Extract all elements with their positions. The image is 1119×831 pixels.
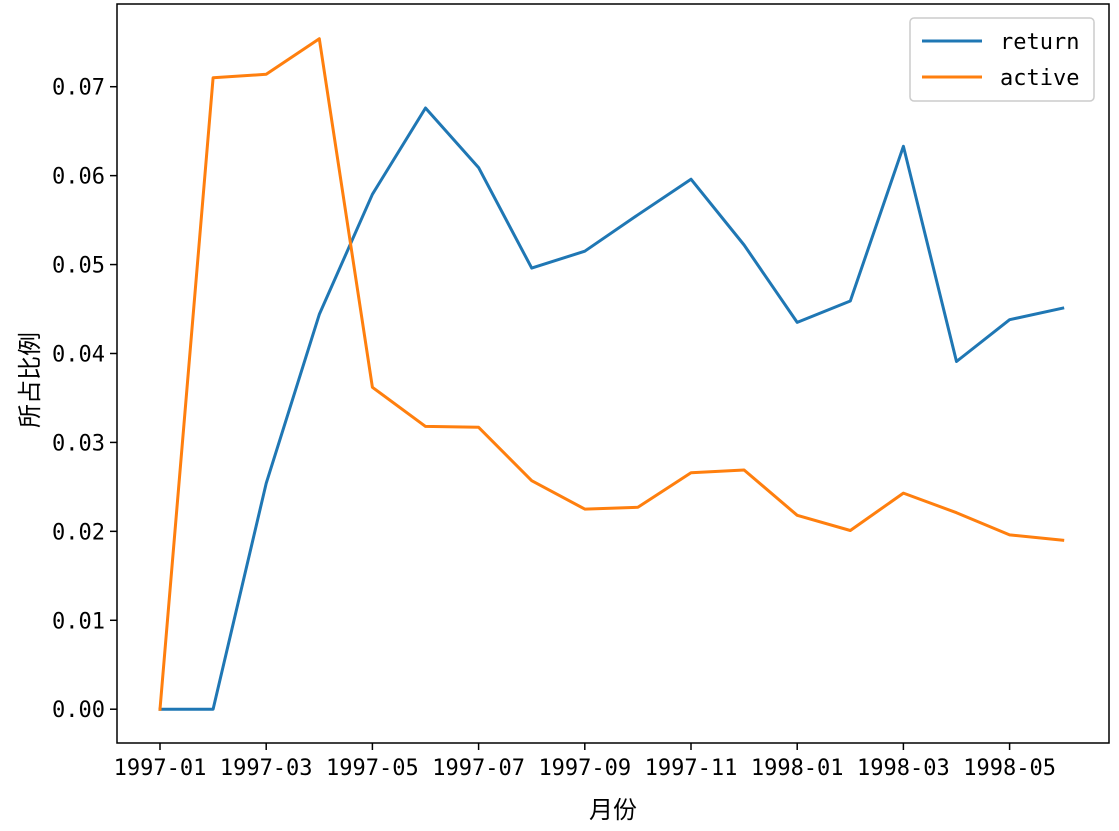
x-tick-label: 1997-03 [220, 756, 313, 781]
plot-frame [116, 3, 1110, 744]
x-tick-label: 1997-05 [326, 756, 419, 781]
y-tick-label: 0.06 [52, 165, 105, 190]
series-layer [158, 37, 1065, 711]
y-tick-label: 0.04 [52, 342, 105, 367]
x-axis-label: 月份 [589, 796, 637, 824]
series-line-return [158, 106, 1065, 711]
y-tick-label: 0.07 [52, 76, 105, 101]
y-axis-label: 所占比例 [16, 332, 44, 428]
y-axis-ticks: 0.00 0.01 0.02 0.03 0.04 0.05 0.06 0.07 [52, 76, 117, 723]
legend: return active [909, 17, 1095, 102]
y-tick-label: 0.05 [52, 254, 105, 279]
y-tick-label: 0.00 [52, 698, 105, 723]
y-tick-label: 0.02 [52, 520, 105, 545]
legend-label-return: return [1000, 30, 1079, 55]
x-tick-label: 1997-11 [645, 756, 738, 781]
x-tick-label: 1998-01 [751, 756, 844, 781]
x-tick-label: 1998-05 [963, 756, 1056, 781]
legend-label-active: active [1000, 66, 1079, 91]
x-tick-label: 1997-07 [432, 756, 525, 781]
x-tick-label: 1997-01 [114, 756, 207, 781]
x-axis-ticks: 1997-01 1997-03 1997-05 1997-07 1997-09 1997-… [114, 743, 1056, 781]
legend-frame [909, 17, 1095, 102]
x-tick-label: 1997-09 [538, 756, 631, 781]
x-tick-label: 1998-03 [857, 756, 950, 781]
y-tick-label: 0.01 [52, 609, 105, 634]
series-line-active [158, 37, 1065, 711]
y-tick-label: 0.03 [52, 431, 105, 456]
